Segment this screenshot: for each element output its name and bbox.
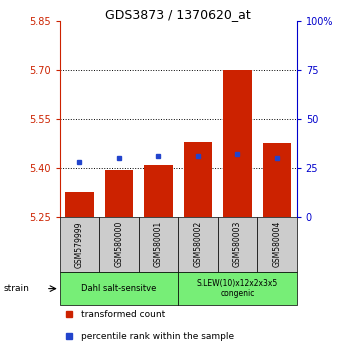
- Text: GSM580004: GSM580004: [272, 221, 281, 268]
- Bar: [60, 272, 178, 306]
- Text: Dahl salt-sensitve: Dahl salt-sensitve: [81, 284, 157, 293]
- Text: GSM580000: GSM580000: [115, 221, 123, 268]
- Bar: [178, 217, 218, 272]
- Bar: [178, 272, 297, 306]
- Text: strain: strain: [3, 284, 29, 293]
- Text: GSM579999: GSM579999: [75, 221, 84, 268]
- Bar: [144, 165, 173, 217]
- Bar: [139, 217, 178, 272]
- Bar: [65, 192, 94, 217]
- Bar: [223, 70, 252, 217]
- Text: GSM580001: GSM580001: [154, 221, 163, 267]
- Text: GSM580002: GSM580002: [193, 221, 203, 267]
- Bar: [263, 143, 291, 217]
- Text: transformed count: transformed count: [81, 310, 165, 319]
- Bar: [105, 170, 133, 217]
- Text: S.LEW(10)x12x2x3x5
congenic: S.LEW(10)x12x2x3x5 congenic: [197, 279, 278, 298]
- Bar: [218, 217, 257, 272]
- Bar: [99, 217, 139, 272]
- Text: percentile rank within the sample: percentile rank within the sample: [81, 332, 234, 341]
- Text: GSM580003: GSM580003: [233, 221, 242, 268]
- Bar: [60, 217, 99, 272]
- Title: GDS3873 / 1370620_at: GDS3873 / 1370620_at: [105, 8, 251, 21]
- Bar: [184, 142, 212, 217]
- Bar: [257, 217, 297, 272]
